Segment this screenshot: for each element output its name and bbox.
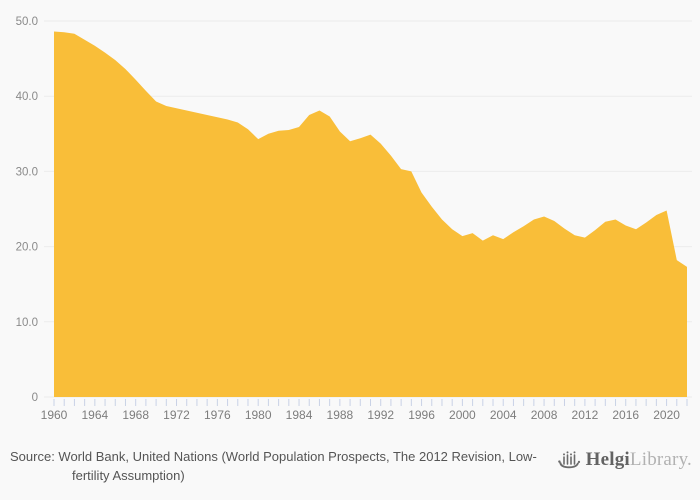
chart-container: 0 10.0 20.0 30.0 40.0 50.0 1960 1964 1968 1972 197… <box>16 16 692 422</box>
x-axis-label: 2012 <box>572 408 599 422</box>
x-axis-label: 1976 <box>204 408 231 422</box>
x-axis-label: 2020 <box>653 408 680 422</box>
x-axis-label: 1968 <box>122 408 149 422</box>
x-axis-label: 1988 <box>327 408 354 422</box>
y-axis-label: 10.0 <box>16 317 38 329</box>
logo-text-helgi: Helgi <box>585 449 630 470</box>
area-series <box>54 31 687 397</box>
x-axis-label: 2000 <box>449 408 476 422</box>
helgilibrary-logo[interactable]: HelgiLibrary. <box>556 448 692 472</box>
y-axis-label: 40.0 <box>16 91 38 103</box>
x-axis-label: 1992 <box>367 408 394 422</box>
x-axis-label: 1996 <box>408 408 435 422</box>
x-axis-label: 1980 <box>245 408 272 422</box>
x-axis-label: 1960 <box>41 408 68 422</box>
x-axis-label: 2008 <box>531 408 558 422</box>
y-axis-label: 0 <box>32 392 38 404</box>
y-axis-label: 50.0 <box>16 16 38 28</box>
source-note: Source: World Bank, United Nations (Worl… <box>10 449 537 483</box>
chart-footer: Source: World Bank, United Nations (Worl… <box>0 438 700 500</box>
x-axis-label: 1964 <box>81 408 108 422</box>
longship-bars-icon <box>557 451 580 469</box>
y-axis-label: 20.0 <box>16 242 38 254</box>
y-axis-label: 30.0 <box>16 166 38 178</box>
logo-text-library: Library. <box>629 449 692 470</box>
birth-rate-area-chart: 0 10.0 20.0 30.0 40.0 50.0 1960 1964 1968 1972 197… <box>16 16 692 422</box>
x-axis-label: 1972 <box>163 408 190 422</box>
x-axis-label: 1984 <box>286 408 313 422</box>
x-axis-label: 2004 <box>490 408 517 422</box>
x-axis-label: 2016 <box>612 408 639 422</box>
